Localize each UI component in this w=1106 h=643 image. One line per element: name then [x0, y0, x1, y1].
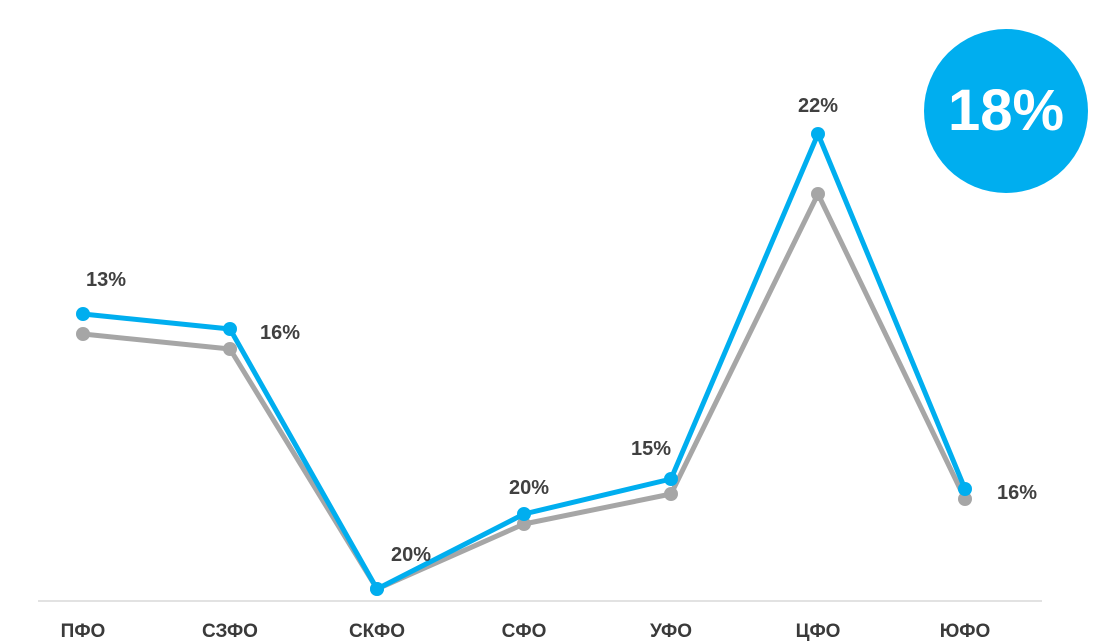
series-1 [76, 127, 972, 596]
summary-badge: 18% [924, 29, 1088, 193]
series-2-point-6 [811, 187, 825, 201]
series-2-point-4 [517, 517, 531, 531]
category-label-4: СФО [502, 621, 547, 642]
data-label-2: 16% [260, 322, 300, 344]
category-label-1: ПФО [61, 621, 106, 642]
series-1-point-3 [370, 582, 384, 596]
series-2-point-5 [664, 487, 678, 501]
data-label-4: 20% [509, 477, 549, 499]
series-2 [76, 187, 972, 596]
data-label-5: 15% [631, 438, 671, 460]
series-1-point-6 [811, 127, 825, 141]
series-1-point-5 [664, 472, 678, 486]
series-1-point-4 [517, 507, 531, 521]
category-label-3: СКФО [349, 621, 405, 642]
data-label-7: 16% [997, 482, 1037, 504]
summary-badge-value: 18% [947, 78, 1065, 143]
category-label-7: ЮФО [940, 621, 991, 642]
data-label-6: 22% [798, 95, 838, 117]
category-label-2: СЗФО [202, 621, 258, 642]
category-label-6: ЦФО [796, 621, 841, 642]
series-2-point-1 [76, 327, 90, 341]
series-1-point-2 [223, 322, 237, 336]
category-label-5: УФО [650, 621, 692, 642]
series-1-point-1 [76, 307, 90, 321]
data-label-1: 13% [86, 269, 126, 291]
series-layer [76, 127, 972, 596]
category-label-layer: ПФО СЗФО СКФО СФО УФО ЦФО ЮФО [61, 621, 991, 642]
series-2-point-7 [958, 492, 972, 506]
data-label-3: 20% [391, 544, 431, 566]
series-1-point-7 [958, 482, 972, 496]
series-2-point-2 [223, 342, 237, 356]
data-label-layer: 13% 16% 20% 20% 15% 22% 16% [86, 95, 1037, 566]
